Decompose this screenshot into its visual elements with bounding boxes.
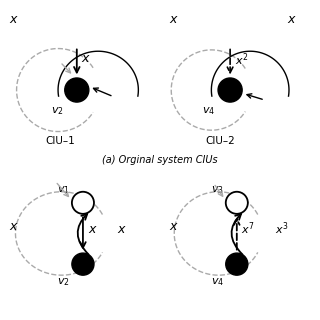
Circle shape [72, 192, 94, 214]
Circle shape [65, 78, 89, 102]
Circle shape [218, 78, 242, 102]
Text: $x$: $x$ [117, 223, 126, 236]
Circle shape [72, 253, 94, 275]
Text: CIU–1: CIU–1 [45, 136, 75, 146]
Text: $x^2$: $x^2$ [235, 52, 248, 68]
Text: $v_4$: $v_4$ [211, 276, 224, 288]
Text: $x$: $x$ [169, 13, 178, 26]
Text: $x$: $x$ [81, 52, 91, 65]
Circle shape [226, 192, 248, 214]
Text: $x$: $x$ [9, 220, 19, 233]
Text: $v_4$: $v_4$ [202, 106, 215, 117]
Text: $x$: $x$ [88, 223, 98, 236]
Text: $v_1$: $v_1$ [57, 184, 70, 196]
Text: $x^7$: $x^7$ [241, 220, 255, 237]
Text: $x$: $x$ [9, 13, 18, 26]
Text: $x$: $x$ [169, 220, 179, 233]
Text: CIU–2: CIU–2 [205, 136, 235, 146]
Text: $x^3$: $x^3$ [275, 220, 288, 237]
Text: $v_3$: $v_3$ [211, 184, 224, 196]
Text: (a) Orginal system CIUs: (a) Orginal system CIUs [102, 155, 218, 165]
Text: $v_2$: $v_2$ [52, 106, 64, 117]
Text: $x$: $x$ [287, 13, 297, 26]
Text: $v_2$: $v_2$ [57, 276, 70, 288]
Circle shape [226, 253, 248, 275]
